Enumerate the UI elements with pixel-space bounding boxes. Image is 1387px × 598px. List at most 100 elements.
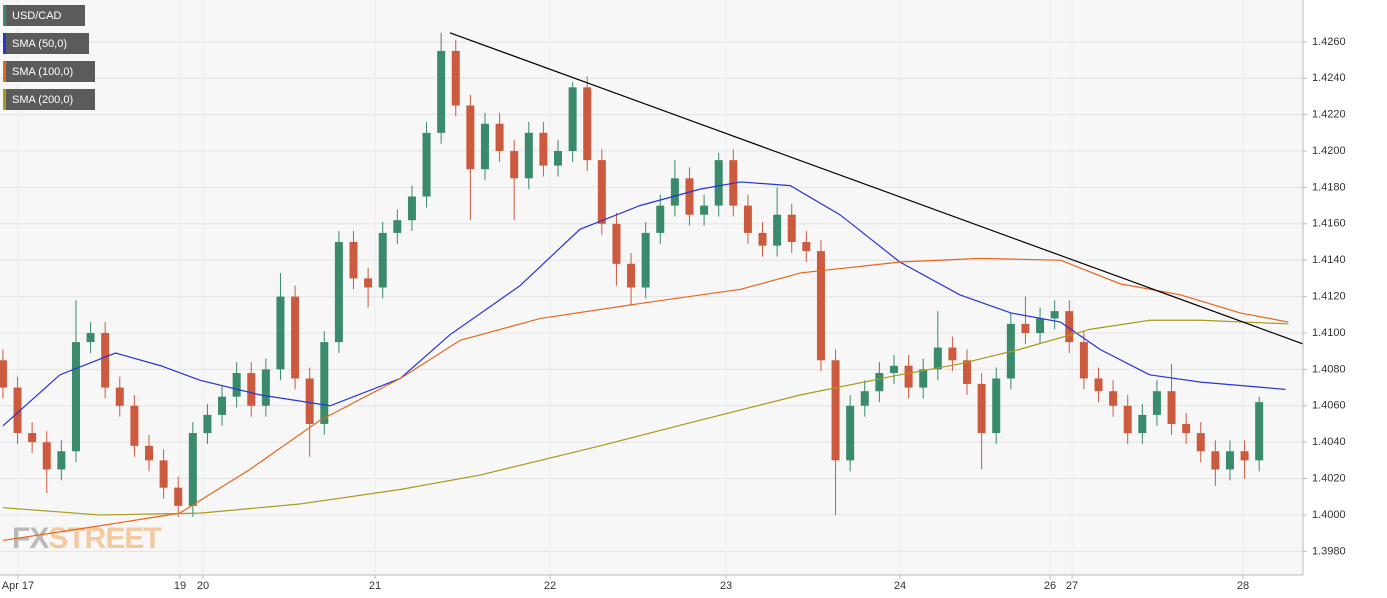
legend-label: SMA (50,0)	[12, 38, 67, 50]
candle-body	[919, 369, 928, 388]
candle-body	[28, 433, 37, 443]
candle-body	[1196, 433, 1205, 452]
legend-box	[3, 5, 85, 26]
watermark-logo: FXSTREET	[12, 522, 161, 555]
candle-body	[670, 178, 679, 206]
x-tick-label: 20	[197, 580, 209, 592]
candle-body	[627, 263, 636, 288]
candle-body	[554, 151, 563, 166]
x-tick-label: Apr 17	[2, 580, 34, 592]
y-tick-label: 1.4200	[1312, 145, 1346, 157]
candle-body	[1167, 391, 1176, 424]
candle-body	[1109, 391, 1118, 406]
legend-box	[3, 33, 89, 54]
candle-body	[1050, 311, 1059, 319]
candle-body	[656, 205, 665, 233]
candle-body	[232, 373, 241, 397]
candle-body	[101, 332, 110, 388]
candle-body	[583, 87, 592, 161]
plot-background	[0, 0, 1303, 575]
candle-body	[451, 50, 460, 106]
sma-line	[2, 181, 1286, 427]
trendline	[449, 32, 1304, 345]
candle-body	[320, 342, 329, 424]
candle-body	[904, 365, 913, 388]
candle-body	[539, 132, 548, 166]
candle-body	[992, 378, 1001, 434]
candle-body	[495, 123, 504, 152]
candle-body	[13, 387, 22, 434]
candle-body	[378, 232, 387, 288]
candle-body	[261, 369, 270, 406]
legend-swatch	[3, 33, 6, 54]
candle-body	[933, 347, 942, 370]
candle-body	[1036, 318, 1045, 333]
candle-body	[422, 132, 431, 197]
legend: USD/CAD SMA (50,0) SMA (100,0) SMA (200,0)	[3, 5, 95, 110]
legend-swatch	[3, 89, 6, 110]
candle-body	[963, 360, 972, 384]
candle-body	[743, 205, 752, 233]
candle-body	[612, 223, 621, 264]
candle-body	[1255, 402, 1264, 461]
legend-label: SMA (200,0)	[12, 94, 73, 106]
candle-body	[276, 296, 285, 370]
x-tick-label: 24	[894, 580, 906, 592]
candle-body	[349, 242, 358, 279]
x-tick-label: 26	[1044, 580, 1056, 592]
x-tick-label: 22	[544, 580, 556, 592]
legend-box	[3, 89, 95, 110]
candle-body	[1079, 342, 1088, 379]
candle-body	[364, 278, 373, 288]
candle-body	[948, 347, 957, 361]
candle-body	[597, 160, 606, 224]
candle-body	[130, 405, 139, 446]
candle-body	[1152, 391, 1161, 415]
y-tick-label: 1.4080	[1312, 363, 1346, 375]
candle-body	[480, 123, 489, 170]
y-tick-label: 1.4060	[1312, 400, 1346, 412]
y-tick-label: 1.3980	[1312, 545, 1346, 557]
x-tick-label: 23	[720, 580, 732, 592]
sma-line	[2, 257, 1289, 542]
x-tick-label: 21	[369, 580, 381, 592]
candle-body	[159, 460, 168, 488]
candle-body	[1021, 323, 1030, 333]
candle-body	[977, 383, 986, 434]
axes: 1.3980 1.4000 1.4020 1.4040 1.4060 1.4080 1.41…	[0, 0, 1346, 592]
candle-body	[1182, 423, 1191, 434]
candle-body	[291, 296, 300, 379]
legend-swatch	[3, 5, 6, 26]
candle-body	[305, 378, 314, 424]
candle-body	[714, 160, 723, 206]
candle-body	[846, 405, 855, 461]
y-tick-label: 1.4040	[1312, 436, 1346, 448]
legend-label: SMA (100,0)	[12, 66, 73, 78]
grid	[0, 0, 1303, 575]
candle-body	[773, 214, 782, 246]
legend-label: USD/CAD	[12, 10, 62, 22]
legend-swatch	[3, 61, 6, 82]
candle-body	[71, 342, 80, 452]
y-tick-label: 1.4120	[1312, 291, 1346, 303]
y-tick-label: 1.4240	[1312, 72, 1346, 84]
candle-body	[42, 442, 51, 470]
candle-body	[875, 373, 884, 392]
candle-body	[1211, 451, 1220, 470]
candle-body	[802, 242, 811, 252]
candle-body	[203, 414, 212, 434]
candle-body	[700, 205, 709, 215]
candle-body	[86, 332, 95, 343]
candle-body	[174, 487, 183, 506]
x-tick-label: 28	[1237, 580, 1249, 592]
candle-body	[188, 433, 197, 506]
y-tick-label: 1.4160	[1312, 218, 1346, 230]
candle-body	[437, 50, 446, 133]
candle-body	[393, 220, 402, 233]
candle-body	[1123, 405, 1132, 434]
candle-body	[685, 178, 694, 215]
candle-body	[831, 360, 840, 461]
y-tick-label: 1.4260	[1312, 36, 1346, 48]
candle-body	[407, 196, 416, 221]
